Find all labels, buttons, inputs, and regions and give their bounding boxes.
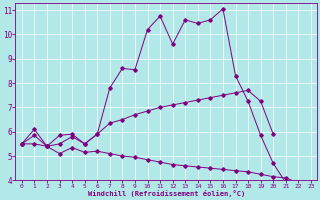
X-axis label: Windchill (Refroidissement éolien,°C): Windchill (Refroidissement éolien,°C) xyxy=(88,190,245,197)
